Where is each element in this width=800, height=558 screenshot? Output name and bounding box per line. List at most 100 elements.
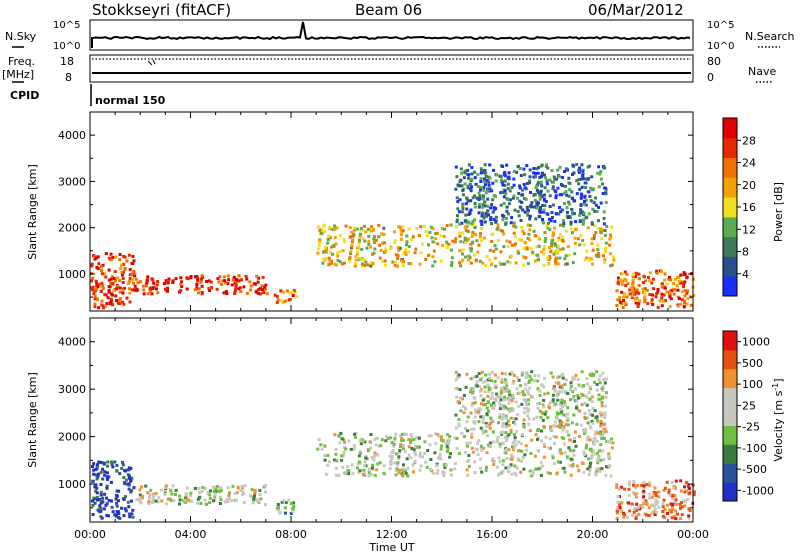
scatter-cell (491, 210, 495, 214)
scatter-cell (145, 280, 149, 284)
scatter-cell (120, 273, 124, 277)
scatter-cell (592, 440, 596, 444)
scatter-cell (512, 177, 516, 181)
scatter-cell (504, 372, 508, 376)
scatter-cell (322, 224, 326, 228)
scatter-cell (425, 465, 429, 469)
scatter-cell (413, 459, 417, 463)
scatter-cell (460, 171, 464, 175)
scatter-cell (654, 498, 658, 502)
scatter-cell (231, 278, 235, 282)
scatter-cell (484, 204, 488, 208)
scatter-cell (507, 433, 511, 437)
scatter-cell (99, 470, 103, 474)
scatter-cell (512, 417, 516, 421)
colorbar-swatch (723, 387, 737, 408)
scatter-cell (442, 235, 446, 238)
scatter-cell (414, 445, 418, 448)
scatter-cell (619, 485, 623, 489)
scatter-cell (444, 442, 448, 446)
scatter-cell (468, 256, 472, 260)
scatter-cell (454, 165, 458, 169)
scatter-cell (208, 287, 212, 291)
scatter-cell (488, 163, 492, 167)
scatter-cell (523, 382, 527, 386)
scatter-cell (564, 390, 568, 394)
scatter-cell (363, 264, 367, 267)
scatter-cell (99, 460, 103, 464)
scatter-cell (155, 283, 159, 287)
scatter-cell (460, 184, 464, 188)
scatter-cell (650, 298, 654, 302)
scatter-cell (494, 373, 497, 377)
scatter-cell (358, 450, 362, 454)
scatter-cell (413, 451, 417, 455)
scatter-cell (483, 220, 487, 224)
scatter-cell (361, 228, 365, 232)
scatter-cell (518, 186, 522, 190)
scatter-cell (689, 303, 693, 307)
scatter-cell (597, 219, 600, 223)
scatter-cell (590, 221, 594, 225)
scatter-cell (367, 448, 371, 452)
velocity-colorbar-label: Velocity [m s-1] (771, 378, 785, 461)
scatter-cell (573, 440, 576, 443)
scatter-cell (622, 299, 626, 302)
scatter-cell (114, 501, 118, 505)
scatter-cell (572, 397, 575, 401)
scatter-cell (510, 216, 514, 220)
scatter-cell (110, 275, 114, 279)
scatter-cell (415, 435, 419, 439)
scatter-cell (561, 376, 565, 380)
scatter-cell (554, 194, 558, 198)
scatter-cell (615, 304, 619, 307)
scatter-cell (116, 499, 120, 503)
velocity-y-label: Slant Range [km] (26, 372, 39, 468)
scatter-cell (252, 496, 256, 500)
scatter-cell (453, 240, 457, 244)
scatter-cell (494, 247, 498, 251)
scatter-cell (342, 453, 346, 457)
scatter-cell (672, 292, 676, 296)
scatter-cell (508, 189, 512, 193)
scatter-cell (126, 281, 130, 285)
scatter-cell (540, 250, 544, 254)
scatter-cell (516, 413, 520, 417)
scatter-cell (670, 516, 674, 520)
scatter-cell (172, 499, 176, 503)
scatter-cell (558, 385, 562, 389)
scatter-cell (189, 494, 193, 498)
scatter-cell (457, 452, 461, 455)
scatter-cell (573, 199, 577, 203)
scatter-cell (653, 486, 657, 490)
scatter-cell (115, 287, 119, 291)
scatter-cell (479, 180, 483, 183)
scatter-cell (673, 494, 677, 498)
scatter-cell (557, 212, 561, 216)
scatter-cell (487, 388, 491, 391)
scatter-cell (558, 256, 562, 260)
scatter-cell (530, 205, 534, 209)
scatter-cell (549, 371, 553, 375)
scatter-cell (228, 491, 231, 495)
scatter-cell (99, 490, 103, 494)
scatter-cell (541, 403, 545, 407)
power-y-label: Slant Range [km] (26, 164, 39, 260)
scatter-cell (517, 251, 520, 255)
colorbar-tick-label: 500 (742, 357, 763, 370)
scatter-cell (560, 436, 564, 440)
scatter-cell (434, 442, 438, 445)
scatter-cell (343, 261, 346, 265)
scatter-cell (343, 240, 347, 244)
scatter-cell (554, 212, 558, 216)
scatter-cell (524, 444, 528, 448)
scatter-cell (489, 206, 493, 210)
scatter-cell (257, 276, 261, 280)
y-tick-label: 1000 (58, 478, 86, 491)
scatter-cell (595, 210, 599, 213)
scatter-cell (593, 224, 597, 228)
scatter-cell (134, 277, 138, 281)
scatter-cell (145, 283, 148, 287)
scatter-cell (489, 263, 493, 267)
scatter-cell (551, 231, 555, 235)
